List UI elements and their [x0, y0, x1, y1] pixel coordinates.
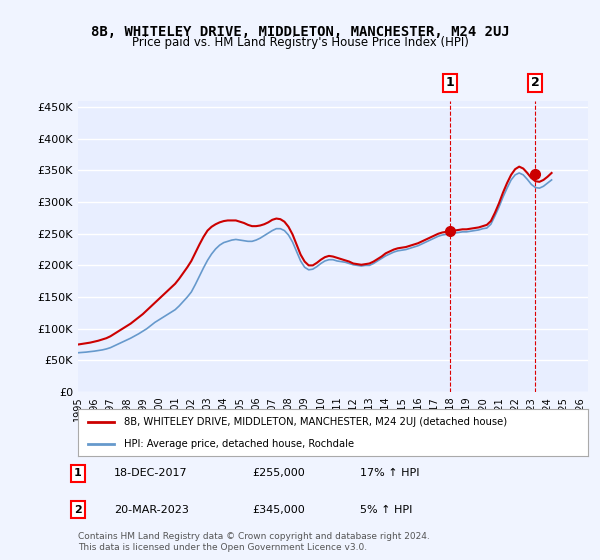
Text: 1: 1 — [74, 468, 82, 478]
Text: 20-MAR-2023: 20-MAR-2023 — [114, 505, 189, 515]
Text: 8B, WHITELEY DRIVE, MIDDLETON, MANCHESTER, M24 2UJ: 8B, WHITELEY DRIVE, MIDDLETON, MANCHESTE… — [91, 25, 509, 39]
Text: 17% ↑ HPI: 17% ↑ HPI — [360, 468, 419, 478]
Text: £255,000: £255,000 — [252, 468, 305, 478]
Text: 1: 1 — [445, 76, 454, 89]
Text: 2: 2 — [74, 505, 82, 515]
Text: 8B, WHITELEY DRIVE, MIDDLETON, MANCHESTER, M24 2UJ (detached house): 8B, WHITELEY DRIVE, MIDDLETON, MANCHESTE… — [124, 417, 507, 427]
Text: Contains HM Land Registry data © Crown copyright and database right 2024.
This d: Contains HM Land Registry data © Crown c… — [78, 532, 430, 552]
Text: 5% ↑ HPI: 5% ↑ HPI — [360, 505, 412, 515]
Text: 2: 2 — [530, 76, 539, 89]
Text: £345,000: £345,000 — [252, 505, 305, 515]
Text: 18-DEC-2017: 18-DEC-2017 — [114, 468, 188, 478]
Text: HPI: Average price, detached house, Rochdale: HPI: Average price, detached house, Roch… — [124, 438, 354, 449]
Text: Price paid vs. HM Land Registry's House Price Index (HPI): Price paid vs. HM Land Registry's House … — [131, 36, 469, 49]
